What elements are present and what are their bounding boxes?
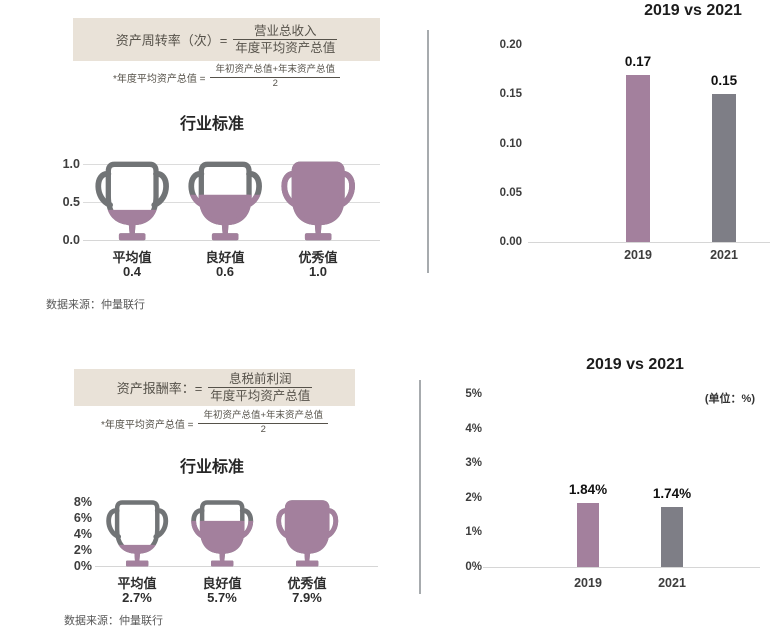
bar-value-label: 0.17: [624, 53, 652, 69]
industry-standard-title: 行业标准: [179, 459, 244, 476]
industry-standard-title: 行业标准: [179, 116, 244, 133]
y-axis-tick-label: 8%: [73, 495, 92, 509]
bar-2019: [626, 74, 650, 242]
formula-asset-turnover: 资产周转率（次）= 营业总收入 年度平均资产总值: [73, 18, 380, 61]
formula-denominator: 年度平均资产总值: [210, 389, 311, 403]
bar-2019: [577, 503, 599, 567]
y-axis-tick-label: 1%: [465, 526, 482, 538]
y-axis-tick-label: 4%: [73, 527, 92, 541]
trophy-icon: [88, 159, 176, 247]
y-axis-tick-label: 0.5: [62, 195, 80, 209]
comparison-chart-title: 2019 vs 2021: [586, 356, 684, 373]
trophy-icon: [270, 498, 344, 572]
category-value-label: 0.6: [215, 264, 235, 279]
footnote-numerator: 年初资产总值+年末资产总值: [198, 410, 329, 424]
category-label: 良好值: [205, 250, 245, 265]
category-label: 平均值: [117, 576, 157, 591]
y-axis-tick-label: 0.10: [499, 138, 522, 150]
category-label: 优秀值: [287, 576, 327, 591]
trophy-icon: [181, 159, 269, 247]
data-source-note: 数据来源：仲量联行: [46, 299, 145, 311]
footnote-denominator: 2: [272, 77, 278, 89]
x-axis-baseline: [528, 242, 770, 243]
category-label: 优秀值: [298, 250, 338, 265]
category-value-label: 1.0: [308, 264, 328, 279]
data-source-note: 数据来源：仲量联行: [64, 615, 163, 627]
y-axis-tick-label: 0.05: [499, 187, 522, 199]
gridline: [95, 566, 378, 567]
vertical-divider: [419, 380, 421, 594]
formula-return-on-assets: 资产报酬率：= 息税前利润 年度平均资产总值: [74, 369, 355, 406]
footnote-average-assets: *年度平均资产总值 = 年初资产总值+年末资产总值 2: [74, 410, 355, 437]
gridline: [83, 240, 380, 241]
trophy-icon: [100, 498, 174, 572]
footnote-numerator: 年初资产总值+年末资产总值: [210, 64, 341, 78]
footnote-fraction: 年初资产总值+年末资产总值 2: [210, 64, 341, 91]
footnote-fraction: 年初资产总值+年末资产总值 2: [198, 410, 329, 437]
bar-2021: [661, 506, 683, 567]
x-axis-category-label: 2021: [658, 576, 686, 590]
x-axis-category-label: 2019: [624, 248, 652, 262]
category-value-label: 7.9%: [292, 590, 322, 605]
bar-2021: [712, 94, 736, 242]
trophy-icon: [274, 159, 362, 247]
y-axis-tick-label: 0%: [73, 559, 92, 573]
x-axis-category-label: 2021: [710, 248, 738, 262]
y-axis-tick-label: 6%: [73, 511, 92, 525]
category-value-label: 2.7%: [122, 590, 152, 605]
y-axis-tick-label: 2%: [73, 543, 92, 557]
footnote-label: *年度平均资产总值 =: [112, 73, 206, 85]
vertical-divider: [427, 30, 429, 273]
y-axis-tick-label: 1.0: [62, 157, 80, 171]
y-axis-tick-label: 0.00: [499, 236, 522, 248]
category-label: 良好值: [202, 576, 242, 591]
footnote-denominator: 2: [260, 423, 266, 435]
formula-fraction: 营业总收入 年度平均资产总值: [233, 23, 338, 57]
bar-value-label: 1.84%: [568, 482, 608, 498]
y-axis-tick-label: 0%: [465, 561, 482, 573]
x-axis-baseline: [483, 567, 760, 568]
comparison-chart-title: 2019 vs 2021: [644, 2, 742, 19]
y-axis-tick-label: 0.0: [62, 233, 80, 247]
y-axis-tick-label: 5%: [465, 388, 482, 400]
x-axis-category-label: 2019: [574, 576, 602, 590]
formula-fraction: 息税前利润 年度平均资产总值: [208, 371, 313, 405]
bar-value-label: 1.74%: [652, 485, 692, 501]
y-axis-tick-label: 4%: [465, 423, 482, 435]
footnote-average-assets: *年度平均资产总值 = 年初资产总值+年末资产总值 2: [73, 64, 380, 91]
formula-label: 资产周转率（次）=: [115, 33, 228, 48]
bar-value-label: 0.15: [710, 73, 738, 89]
y-axis-tick-label: 2%: [465, 492, 482, 504]
category-value-label: 0.4: [122, 264, 142, 279]
trophy-icon: [185, 498, 259, 572]
y-axis-tick-label: 3%: [465, 457, 482, 469]
formula-label: 资产报酬率：=: [116, 381, 203, 396]
y-axis-tick-label: 0.15: [499, 88, 522, 100]
formula-denominator: 年度平均资产总值: [235, 41, 336, 55]
category-label: 平均值: [112, 250, 152, 265]
y-axis-tick-label: 0.20: [499, 39, 522, 51]
footnote-label: *年度平均资产总值 =: [100, 419, 194, 431]
unit-note: (单位：%): [704, 393, 755, 405]
formula-numerator: 息税前利润: [208, 371, 313, 388]
category-value-label: 5.7%: [207, 590, 237, 605]
formula-numerator: 营业总收入: [233, 23, 338, 40]
